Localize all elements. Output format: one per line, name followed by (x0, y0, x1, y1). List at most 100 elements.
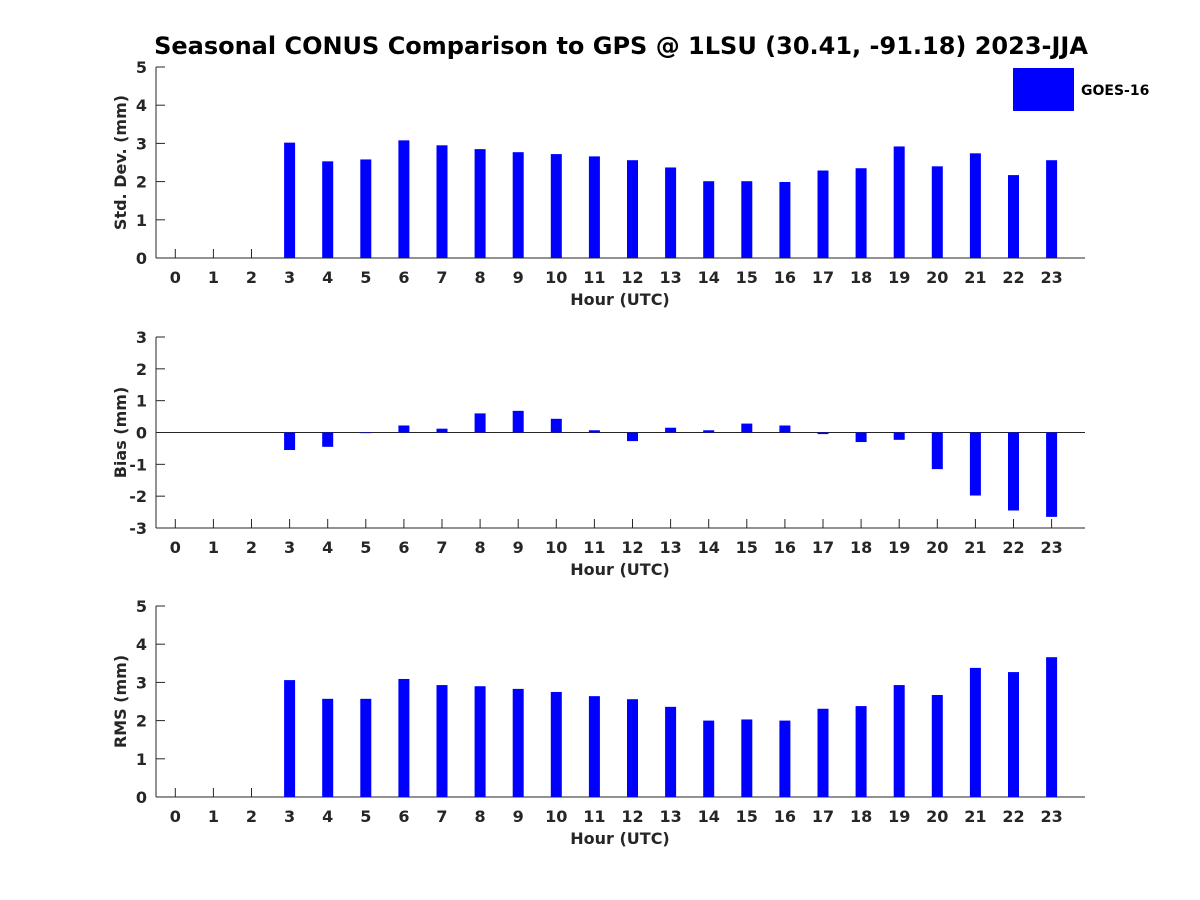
x-tick-label: 13 (659, 268, 681, 287)
x-tick-label: 2 (246, 268, 257, 287)
y-axis-label: Bias (mm) (111, 387, 130, 479)
x-tick-label: 1 (208, 268, 219, 287)
bar-hour-3 (284, 680, 296, 797)
bar-hour-17 (817, 432, 829, 435)
bar-hour-10 (550, 691, 562, 797)
y-axis-label: Std. Dev. (mm) (111, 95, 130, 230)
bar-hour-20 (931, 166, 943, 258)
y-tick-label: 1 (136, 392, 147, 411)
x-tick-label: 3 (284, 538, 295, 557)
bar-hour-16 (779, 425, 791, 433)
x-tick-label: 9 (513, 268, 524, 287)
x-tick-label: 23 (1040, 538, 1062, 557)
bar-hour-14 (703, 181, 715, 258)
y-axis-label: RMS (mm) (111, 655, 130, 748)
bar-hour-15 (741, 719, 753, 797)
y-tick-label: 2 (136, 712, 147, 731)
bar-hour-4 (322, 432, 334, 447)
x-tick-label: 7 (436, 538, 447, 557)
bar-hour-9 (512, 688, 524, 797)
legend: GOES-16 (1013, 68, 1149, 111)
x-tick-label: 23 (1040, 807, 1062, 826)
bar-hour-4 (322, 161, 334, 258)
bar-hour-23 (1046, 160, 1058, 258)
x-tick-label: 12 (621, 268, 643, 287)
x-tick-label: 20 (926, 538, 948, 557)
bar-hour-4 (322, 698, 334, 797)
x-tick-label: 16 (774, 538, 796, 557)
bar-hour-23 (1046, 657, 1058, 797)
legend-swatch (1013, 68, 1074, 111)
bar-hour-8 (474, 686, 486, 797)
x-tick-label: 12 (621, 807, 643, 826)
x-tick-label: 19 (888, 538, 910, 557)
bar-hour-13 (665, 167, 677, 258)
bar-hour-8 (474, 149, 486, 258)
x-tick-label: 2 (246, 538, 257, 557)
bar-hour-19 (893, 432, 905, 440)
bar-hour-17 (817, 708, 829, 797)
bar-hour-21 (969, 667, 981, 797)
bar-hour-18 (855, 706, 867, 797)
x-tick-label: 7 (436, 268, 447, 287)
x-tick-label: 6 (398, 807, 409, 826)
bar-hour-11 (588, 430, 600, 433)
x-tick-label: 17 (812, 807, 834, 826)
x-tick-label: 0 (170, 807, 181, 826)
y-tick-label: 2 (136, 173, 147, 192)
x-tick-label: 22 (1002, 538, 1024, 557)
x-tick-label: 20 (926, 268, 948, 287)
x-tick-label: 17 (812, 268, 834, 287)
bar-hour-7 (436, 145, 448, 258)
x-tick-label: 13 (659, 538, 681, 557)
bar-hour-5 (360, 159, 372, 258)
y-tick-label: 0 (136, 788, 147, 807)
bar-hour-13 (665, 706, 677, 797)
x-tick-label: 14 (698, 268, 720, 287)
y-tick-label: -3 (129, 519, 147, 538)
bar-hour-22 (1008, 175, 1019, 258)
bar-hour-6 (398, 140, 410, 258)
x-tick-label: 8 (475, 538, 486, 557)
x-tick-label: 14 (698, 807, 720, 826)
x-tick-label: 10 (545, 538, 567, 557)
x-tick-label: 22 (1002, 807, 1024, 826)
x-tick-label: 1 (208, 538, 219, 557)
x-tick-label: 1 (208, 807, 219, 826)
x-tick-label: 17 (812, 538, 834, 557)
bar-hour-11 (588, 156, 600, 258)
bar-hour-21 (969, 432, 981, 496)
x-tick-label: 15 (736, 268, 758, 287)
bar-hour-20 (931, 695, 943, 797)
y-tick-label: 3 (136, 134, 147, 153)
x-tick-label: 10 (545, 268, 567, 287)
bar-hour-9 (512, 410, 524, 433)
x-tick-label: 12 (621, 538, 643, 557)
x-tick-label: 8 (475, 268, 486, 287)
x-tick-label: 3 (284, 268, 295, 287)
x-tick-label: 11 (583, 268, 605, 287)
x-axis-label: Hour (UTC) (570, 290, 670, 309)
chart-title: Seasonal CONUS Comparison to GPS @ 1LSU … (154, 32, 1088, 60)
y-tick-label: 0 (136, 249, 147, 268)
x-tick-label: 18 (850, 268, 872, 287)
bar-hour-8 (474, 413, 486, 433)
bar-hour-5 (360, 698, 372, 797)
y-tick-label: 3 (136, 673, 147, 692)
x-tick-label: 4 (322, 268, 333, 287)
bar-hour-9 (512, 152, 524, 258)
x-tick-label: 5 (360, 268, 371, 287)
y-tick-label: 4 (136, 635, 147, 654)
x-tick-label: 5 (360, 538, 371, 557)
legend-label: GOES-16 (1081, 83, 1149, 99)
x-tick-label: 22 (1002, 268, 1024, 287)
bar-hour-16 (779, 720, 791, 797)
x-tick-label: 11 (583, 807, 605, 826)
x-tick-label: 15 (736, 538, 758, 557)
x-tick-label: 4 (322, 538, 333, 557)
x-tick-label: 2 (246, 807, 257, 826)
